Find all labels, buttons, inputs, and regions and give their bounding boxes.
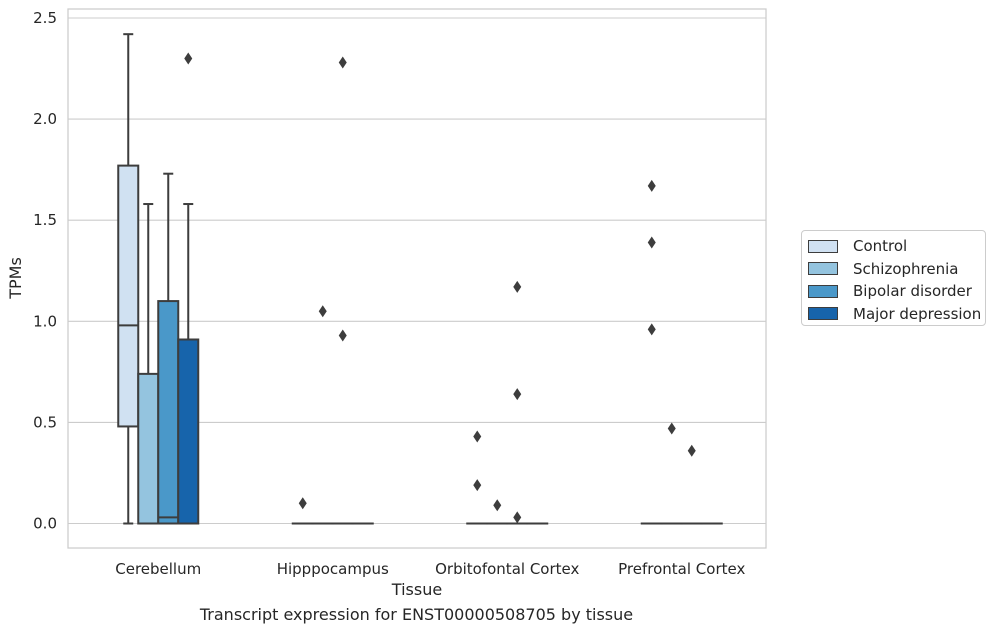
box-0-0: [117, 33, 140, 525]
y-tick-label: 2.0: [33, 110, 57, 128]
box-3-2: [680, 444, 703, 525]
box-body: [157, 300, 180, 525]
outlier-point: [338, 56, 347, 69]
outlier-point: [647, 179, 656, 192]
legend-swatch: [808, 284, 838, 298]
y-tick-label: 1.5: [33, 211, 57, 229]
x-tick-label: Hipppocampus: [277, 560, 389, 578]
y-tick-label: 0.0: [33, 515, 57, 533]
box-3-1: [660, 422, 683, 525]
outlier-point: [473, 430, 482, 443]
box-groups: [117, 33, 723, 525]
y-axis-label: TPMs: [6, 257, 25, 300]
chart-caption: Transcript expression for ENST0000050870…: [199, 605, 634, 624]
outlier-point: [647, 236, 656, 249]
legend-item: Control: [808, 235, 985, 258]
legend-label: Major depression: [853, 304, 982, 323]
legend-item: Major depression: [808, 303, 985, 326]
legend-item: Schizophrenia: [808, 258, 985, 281]
x-tick-labels: Cerebellum Hipppocampus Orbitofontal Corte…: [115, 560, 745, 578]
box-1-0: [291, 497, 314, 525]
outlier-point: [647, 323, 656, 336]
outlier-point: [513, 511, 522, 524]
outlier-point: [184, 52, 193, 65]
box-1-2: [331, 56, 354, 525]
box-body: [177, 338, 200, 525]
outlier-point: [513, 388, 522, 401]
legend-label: Control: [853, 237, 908, 256]
legend: Control Schizophrenia Bipolar disorder Majo…: [801, 230, 986, 326]
box-1-1: [311, 305, 334, 525]
outlier-point: [473, 479, 482, 492]
legend-item: Bipolar disorder: [808, 280, 985, 303]
chart-svg: 0.0 0.5 1.0 1.5 2.0 2.5 Cerebellum Hipppocampu…: [6, 8, 767, 599]
plot-frame: [67, 8, 767, 549]
x-tick-label: Cerebellum: [115, 560, 201, 578]
outlier-point: [338, 329, 347, 342]
outlier-point: [513, 280, 522, 293]
box-2-2: [506, 280, 529, 525]
box-body: [137, 372, 160, 525]
box-0-1: [137, 203, 160, 525]
box-0-3: [177, 52, 200, 525]
box-body: [117, 164, 140, 428]
x-axis-label: Tissue: [391, 580, 442, 599]
box-2-0: [466, 430, 489, 525]
y-tick-label: 0.5: [33, 413, 57, 431]
x-tick-label: Prefrontal Cortex: [618, 560, 745, 578]
outlier-point: [667, 422, 676, 435]
box-3-0: [640, 179, 663, 525]
y-tick-labels: 0.0 0.5 1.0 1.5 2.0 2.5: [33, 9, 57, 533]
x-tick-label: Orbitofontal Cortex: [435, 560, 579, 578]
outlier-point: [298, 497, 307, 510]
outlier-point: [493, 499, 502, 512]
outlier-point: [687, 444, 696, 457]
box-2-1: [486, 499, 509, 525]
y-tick-label: 2.5: [33, 9, 57, 27]
legend-label: Schizophrenia: [853, 259, 959, 278]
legend-swatch: [808, 307, 838, 321]
legend-swatch: [808, 262, 838, 276]
y-tick-label: 1.0: [33, 312, 57, 330]
box-0-2: [157, 172, 180, 525]
legend-label: Bipolar disorder: [853, 282, 972, 301]
outlier-point: [318, 305, 327, 318]
legend-swatch: [808, 239, 838, 253]
